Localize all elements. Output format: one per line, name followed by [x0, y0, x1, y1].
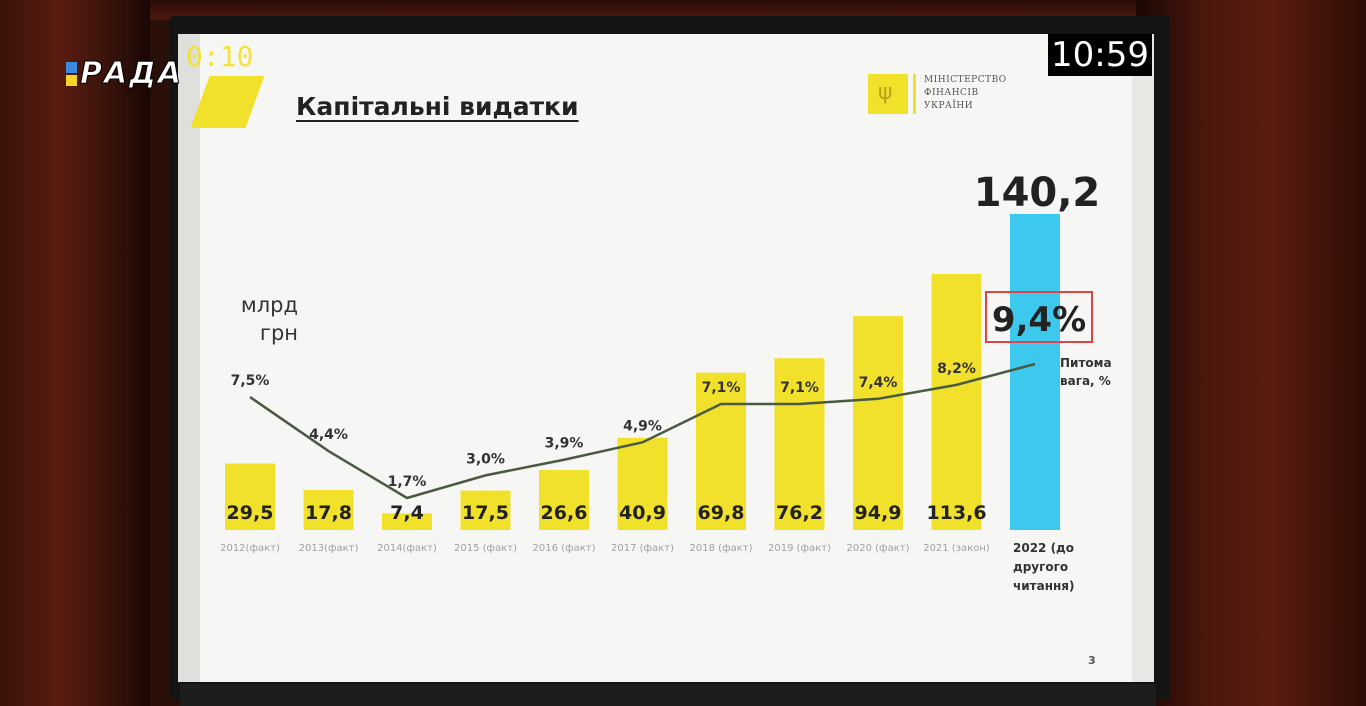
clock-display: 10:59	[1048, 34, 1152, 76]
bar	[382, 513, 432, 530]
ministry-logo-icon	[868, 74, 908, 114]
bar-value-label: 76,2	[776, 502, 823, 524]
bar-value-label: 26,6	[541, 502, 588, 524]
bar	[853, 316, 903, 530]
page-number: 3	[1088, 654, 1096, 667]
y-axis-unit-label: млрд	[241, 293, 298, 317]
share-point-label: 3,9%	[545, 436, 584, 452]
share-point-label: 8,2%	[937, 361, 976, 377]
slide-timer: 0:10	[186, 40, 254, 73]
trident-icon: ψ	[878, 80, 893, 105]
capital-expenditure-chart: млрд грн 29,5 17,8 7,4 17,5 26,6 40,9 69,8 76,2 94…	[220, 170, 1112, 593]
bar	[696, 372, 746, 530]
x-axis-tick-label: 2016 (факт)	[533, 543, 596, 554]
y-axis-unit-label: грн	[260, 321, 298, 345]
wall-right	[1136, 0, 1366, 706]
share-point-label: 4,4%	[309, 427, 348, 443]
x-axis-tick-label: читання)	[1013, 579, 1074, 593]
share-point-label: 3,0%	[466, 451, 505, 467]
slide-left-margin	[178, 34, 200, 682]
bar-value-label: 40,9	[619, 502, 666, 524]
share-point-label: 4,9%	[623, 418, 662, 434]
ministry-logo-divider	[913, 74, 916, 114]
x-axis-tick-label: 2017 (факт)	[611, 543, 674, 554]
highlight-box	[985, 291, 1093, 343]
bar-value-label: 29,5	[227, 502, 274, 524]
bar	[225, 463, 275, 530]
ministry-logo-line: ФІНАНСІВ	[924, 88, 979, 98]
x-axis-tick-label: 2012(факт)	[220, 543, 280, 554]
series-legend-label: вага, %	[1060, 374, 1111, 388]
bar-value-label: 69,8	[698, 502, 745, 524]
x-axis-tick-label: 2019 (факт)	[768, 543, 831, 554]
ministry-logo-line: МІНІСТЕРСТВО	[924, 75, 1007, 85]
share-point-label: 7,5%	[231, 373, 270, 389]
share-point-label: 1,7%	[388, 474, 427, 490]
bar-value-label: 113,6	[926, 502, 986, 524]
share-point-label: 7,4%	[859, 375, 898, 391]
wall-top	[150, 0, 1136, 20]
bar	[1010, 214, 1060, 530]
share-point-label: 7,1%	[702, 380, 741, 396]
x-axis-tick-label: другого	[1013, 560, 1068, 574]
series-legend-label: Питома	[1060, 356, 1112, 370]
monitor-bottom-bezel	[180, 684, 1156, 706]
slide-right-margin	[1132, 34, 1154, 682]
wall-left	[0, 0, 150, 706]
bar	[617, 437, 668, 530]
bar-value-label: 7,4	[390, 502, 424, 524]
bar-value-label: 140,2	[974, 170, 1101, 216]
bar	[774, 358, 825, 530]
bar-value-label: 17,5	[462, 502, 509, 524]
x-axis-tick-label: 2022 (до	[1013, 541, 1074, 555]
ministry-logo-line: УКРАЇНИ	[924, 101, 974, 111]
x-axis-tick-label: 2020 (факт)	[847, 543, 910, 554]
x-axis-tick-label: 2015 (факт)	[454, 543, 517, 554]
x-axis-tick-label: 2018 (факт)	[690, 543, 753, 554]
bar	[460, 490, 511, 530]
x-axis-tick-label: 2014(факт)	[377, 543, 437, 554]
bar	[303, 489, 354, 530]
x-axis-tick-label: 2013(факт)	[299, 543, 359, 554]
slide: Капітальні видатки ψ МІНІСТЕРСТВО ФІНАНС…	[178, 34, 1154, 682]
share-line	[249, 362, 1036, 500]
slide-title: Капітальні видатки	[296, 92, 579, 121]
channel-logo-yellow-square	[66, 75, 77, 86]
bar	[539, 470, 589, 530]
channel-logo-blue-square	[66, 62, 77, 73]
channel-logo: РАДА	[79, 56, 184, 92]
bar	[931, 273, 982, 530]
x-axis-tick-label: 2021 (закон)	[923, 543, 990, 554]
share-point-label: 7,1%	[780, 380, 819, 396]
bar-value-label: 17,8	[305, 502, 352, 524]
bar-value-label: 94,9	[855, 502, 902, 524]
share-point-label: 9,4%	[992, 300, 1086, 340]
